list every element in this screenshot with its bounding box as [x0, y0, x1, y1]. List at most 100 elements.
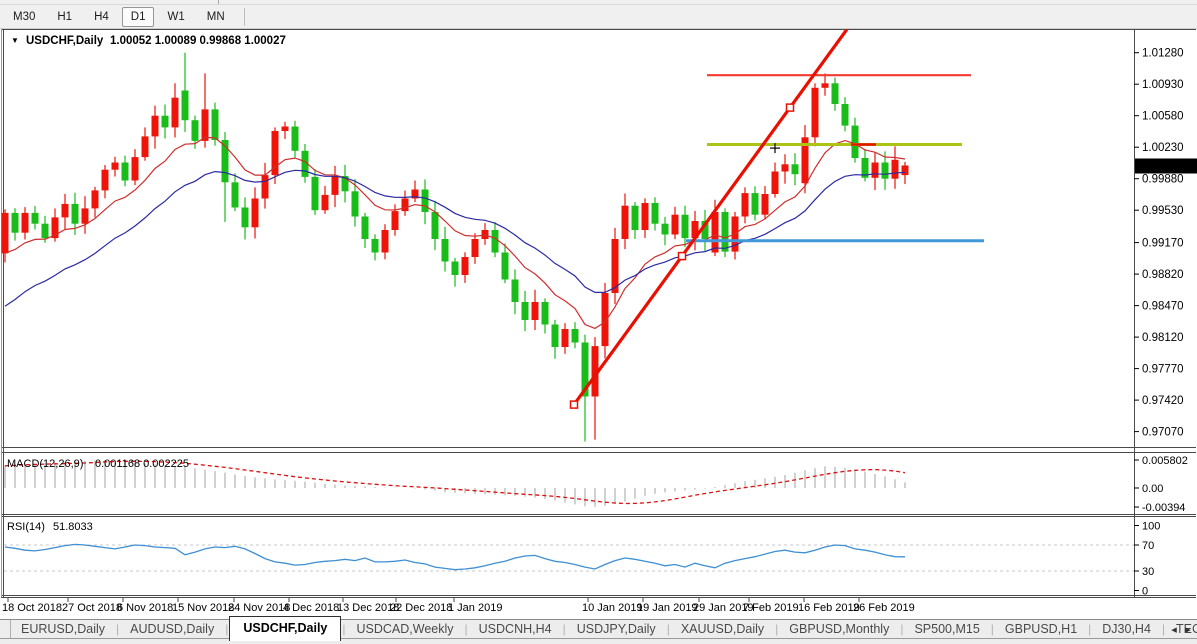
symbol-tab-dj30[interactable]: DJ30,H4 [1102, 622, 1151, 636]
panel-borders [1, 29, 1196, 598]
toolbar-separator [218, 0, 219, 4]
symbol-tab-gbpusd[interactable]: GBPUSD,H1 [1004, 622, 1078, 636]
price-axis-label: 1.00230 [1142, 142, 1184, 154]
price-axis-label: 0.98820 [1142, 269, 1184, 281]
timeframe-button-h4[interactable]: H4 [94, 10, 109, 23]
horizontal-lines[interactable] [686, 74, 984, 243]
macd-signal-line [4, 460, 906, 505]
symbol-tabbar: EURUSD,Daily | AUDUSD,Daily | USDCHF,Daily | U… [0, 616, 1197, 644]
price-axis: 1.01280 1.00930 1.00580 1.00230 0.99880 0.995… [1134, 48, 1184, 439]
timeframe-button-m30[interactable]: M30 [13, 10, 36, 23]
date-axis-label: 22 Dec 2018 [390, 602, 452, 614]
date-axis-label: 26 Feb 2019 [853, 602, 915, 614]
symbol-tab-tech100[interactable]: TECH100,H [1176, 622, 1197, 636]
tab-scroll-right-button[interactable]: ▸ [1185, 624, 1191, 636]
timeframe-button-d1[interactable]: D1 [121, 6, 155, 27]
symbol-tab-xauusd[interactable]: XAUUSD,Daily [680, 622, 765, 636]
timeframe-toolbar: M30 H1 H4 D1 W1 MN [0, 5, 1197, 29]
annotations [770, 143, 876, 154]
macd-values: 0.001168 0.002225 [95, 458, 189, 470]
ma-slow-line [4, 169, 906, 307]
price-axis-label: 0.97770 [1142, 364, 1184, 376]
symbol-tab-audusd[interactable]: AUDUSD,Daily [130, 622, 215, 636]
date-axis-label: 27 Oct 2018 [62, 602, 122, 614]
chart-canvas[interactable]: 1.01280 1.00930 1.00580 1.00230 0.99880 0.995… [0, 29, 1197, 619]
symbol-tab-usdjpy[interactable]: USDJPY,Daily [576, 622, 656, 636]
rsi-label: RSI(14) [7, 521, 45, 533]
price-axis-label: 0.99170 [1142, 238, 1184, 250]
moving-averages [4, 136, 906, 330]
price-axis-label: 1.00930 [1142, 79, 1184, 91]
rsi-axis-label: 0 [1142, 586, 1148, 598]
date-axis-label: 15 Nov 2018 [172, 602, 234, 614]
symbol-tab-sp500[interactable]: SP500,M15 [914, 622, 980, 636]
tab-separator: | [1088, 622, 1092, 636]
date-axis-label: 29 Jan 2019 [693, 602, 754, 614]
tab-separator: | [225, 622, 229, 636]
price-axis-label: 0.98120 [1142, 332, 1184, 344]
tab-strip-edge [0, 620, 11, 638]
current-price-tag: 1.00027 [1135, 158, 1197, 174]
date-axis-label: 10 Jan 2019 [582, 602, 643, 614]
date-axis-label: 16 Feb 2019 [798, 602, 860, 614]
date-axis-label: 19 Jan 2019 [637, 602, 698, 614]
rsi-value: 51.8033 [53, 521, 93, 533]
top-strip [0, 0, 1197, 5]
date-axis-label: 4 Dec 2018 [283, 602, 339, 614]
date-axis-label: 6 Nov 2018 [117, 602, 173, 614]
symbol-tab-usdcnh[interactable]: USDCNH,H4 [478, 622, 552, 636]
price-axis-label: 1.01280 [1142, 48, 1184, 60]
symbol-tab-gbpusd[interactable]: GBPUSD,Monthly [789, 622, 890, 636]
date-axis-label: 18 Oct 2018 [2, 602, 62, 614]
chart-title-ohlc: 1.00052 1.00089 0.99868 1.00027 [110, 35, 286, 47]
macd-axis-label: 0.00 [1142, 483, 1163, 495]
date-axis-label: 7 Feb 2019 [743, 602, 799, 614]
symbol-tab-eurusd[interactable]: EURUSD,Daily [21, 622, 106, 636]
chart-collapse-icon[interactable]: ▼ [11, 36, 19, 45]
tab-separator: | [900, 622, 904, 636]
macd-label: MACD(12,26,9) [7, 458, 83, 470]
macd-histogram [4, 459, 906, 507]
price-axis-label: 0.99880 [1142, 174, 1184, 186]
macd-axis-label: -0.00394 [1142, 502, 1185, 514]
date-axis-label: 13 Dec 2018 [337, 602, 399, 614]
tab-separator: | [666, 622, 670, 636]
macd-axis-label: 0.005802 [1142, 455, 1188, 467]
chart-title-symbol: USDCHF,Daily [26, 35, 104, 47]
rsi-axis-label: 100 [1142, 521, 1160, 533]
price-axis-label: 0.98470 [1142, 301, 1184, 313]
date-axis-label: 24 Nov 2018 [228, 602, 290, 614]
symbol-tab-usdcad[interactable]: USDCAD,Weekly [356, 622, 454, 636]
trendline[interactable] [569, 29, 849, 409]
rsi-line [4, 543, 906, 571]
tab-separator: | [464, 622, 468, 636]
date-axis-label: 1 Jan 2019 [448, 602, 502, 614]
rsi-axis-label: 30 [1142, 566, 1154, 578]
trendline-handle[interactable] [569, 400, 579, 409]
price-axis-label: 0.99530 [1142, 205, 1184, 217]
toolbar-group-separator [243, 7, 245, 26]
svg-text:1.00027: 1.00027 [1139, 161, 1181, 173]
trendline-handle[interactable] [785, 103, 795, 112]
rsi-level-lines [4, 544, 1134, 572]
tab-scroll-left-button[interactable]: ◂ [1171, 624, 1177, 636]
price-axis-label: 1.00580 [1142, 111, 1184, 123]
ma-fast-line [4, 136, 906, 330]
rsi-axis-label: 70 [1142, 540, 1154, 552]
timeframe-button-w1[interactable]: W1 [167, 10, 185, 23]
tab-separator: | [775, 622, 779, 636]
tab-separator: | [562, 622, 566, 636]
tab-separator: | [1161, 622, 1166, 636]
trendline-handle[interactable] [677, 251, 687, 261]
tab-separator: | [116, 622, 120, 636]
price-axis-label: 0.97420 [1142, 395, 1184, 407]
candles [1, 52, 909, 442]
tab-separator: | [342, 622, 346, 636]
macd-axis: 0.005802 0.00 -0.00394 [1134, 455, 1188, 514]
timeframe-button-mn[interactable]: MN [206, 10, 225, 23]
timeframe-button-h1[interactable]: H1 [57, 10, 73, 23]
symbol-tab-usdchf[interactable]: USDCHF,Daily [229, 616, 342, 641]
rsi-axis: 100 70 30 0 [1134, 521, 1160, 598]
